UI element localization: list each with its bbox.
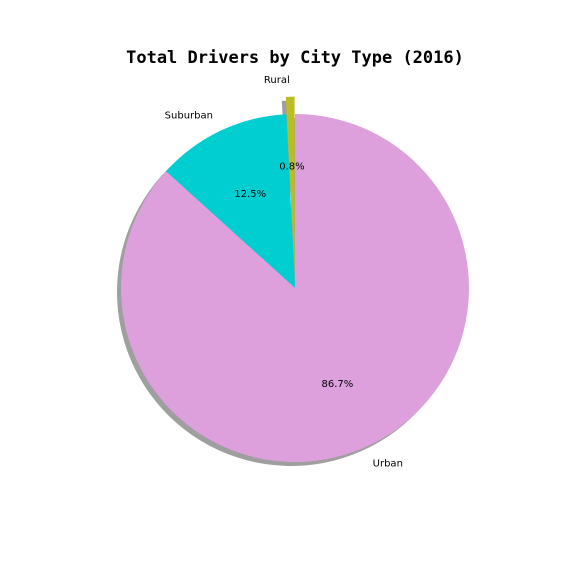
slice-label-rural: Rural [264,75,290,86]
slice-urban [120,114,469,462]
pie-slices [120,96,469,462]
slice-label-urban: Urban [373,458,403,469]
chart-title: Total Drivers by City Type (2016) [126,48,464,68]
slice-suburban [165,114,295,288]
slice-rural [285,96,295,271]
slice-percent-suburban: 12.5% [234,189,266,200]
slice-percent-rural: 0.8% [279,162,304,173]
slice-percent-urban: 86.7% [321,379,353,390]
slice-label-suburban: Suburban [165,111,213,122]
slice-labels: Rural 0.8% Suburban 12.5% Urban 86.7% [165,75,403,470]
